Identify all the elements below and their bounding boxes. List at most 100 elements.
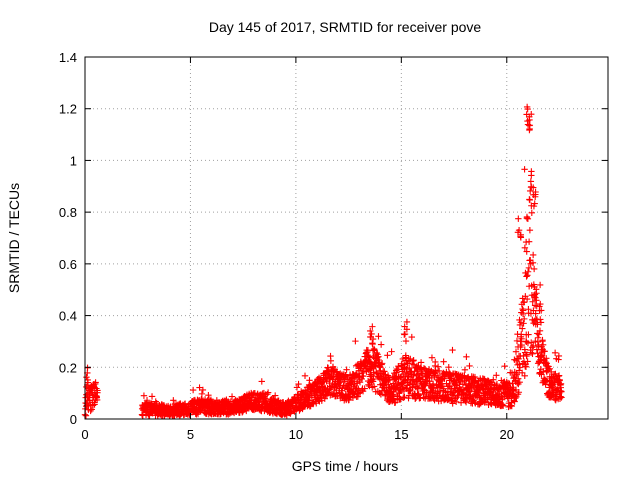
data-point	[395, 362, 402, 370]
data-point	[369, 323, 376, 330]
data-point	[534, 349, 541, 357]
data-point	[370, 375, 377, 383]
data-point	[196, 384, 203, 391]
y-tick-labels: 0 0.2 0.4 0.6 0.8 1 1.2 1.4	[59, 50, 77, 427]
data-point	[524, 272, 531, 279]
data-point	[258, 378, 265, 385]
data-point	[515, 227, 523, 234]
y-tick-label: 0	[70, 412, 77, 427]
data-point	[523, 338, 530, 346]
data-point	[523, 295, 531, 303]
data-point	[529, 251, 537, 259]
x-tick-label: 10	[289, 427, 303, 442]
data-point	[228, 393, 236, 400]
data-point	[524, 215, 532, 223]
data-point	[197, 407, 204, 415]
data-point	[521, 315, 528, 323]
data-point	[83, 373, 90, 381]
data-point	[271, 392, 279, 399]
data-point	[528, 209, 536, 217]
data-point	[437, 397, 445, 405]
data-point	[558, 388, 565, 395]
data-point	[525, 331, 532, 338]
data-point	[301, 372, 309, 380]
data-point	[377, 364, 384, 371]
data-point	[529, 259, 537, 267]
data-point	[445, 363, 452, 371]
data-point	[435, 367, 443, 375]
data-point	[388, 348, 395, 355]
data-point	[533, 290, 540, 297]
data-point	[521, 166, 528, 173]
data-point	[501, 363, 508, 370]
data-point	[516, 378, 523, 386]
chart-title: Day 145 of 2017, SRMTID for receiver pov…	[209, 19, 482, 35]
data-point	[522, 363, 530, 370]
data-point	[399, 383, 407, 391]
data-point	[338, 387, 345, 394]
data-point	[531, 200, 538, 207]
data-point	[199, 386, 207, 394]
y-tick-label: 1	[70, 153, 77, 168]
axis-ticks	[84, 56, 608, 420]
data-point	[528, 110, 535, 118]
data-point	[513, 371, 521, 378]
data-point	[557, 393, 564, 400]
data-point	[529, 350, 536, 358]
data-point	[189, 386, 197, 394]
data-point	[354, 393, 362, 400]
data-point	[523, 352, 530, 360]
data-point	[401, 331, 408, 338]
data-point	[558, 394, 565, 401]
data-point	[523, 248, 530, 255]
data-point	[406, 364, 413, 372]
data-point	[367, 333, 374, 341]
data-point	[534, 321, 541, 328]
x-tick-label: 20	[500, 427, 514, 442]
data-point	[536, 327, 544, 334]
data-point	[525, 238, 533, 245]
data-point	[327, 357, 335, 365]
data-point	[432, 358, 439, 366]
plot-frame	[84, 56, 609, 420]
data-point	[525, 264, 533, 272]
x-tick-label: 0	[81, 427, 88, 442]
data-point	[490, 376, 497, 383]
data-point	[434, 363, 442, 370]
data-point	[355, 390, 363, 397]
data-point	[508, 402, 515, 410]
data-point	[367, 327, 374, 335]
data-point	[361, 385, 368, 392]
data-point	[368, 376, 376, 384]
data-point	[516, 361, 523, 368]
data-point	[87, 407, 94, 415]
data-point	[88, 406, 95, 413]
data-point	[526, 196, 534, 204]
y-tick-label: 0.4	[59, 309, 77, 324]
data-point	[403, 318, 411, 326]
data-point	[295, 380, 302, 388]
data-point	[440, 385, 448, 392]
data-point	[543, 355, 550, 362]
data-point	[366, 354, 374, 361]
data-point	[527, 349, 535, 356]
data-point	[521, 372, 528, 379]
data-point	[93, 396, 101, 404]
data-point	[343, 366, 350, 373]
data-point	[366, 360, 373, 367]
data-point	[306, 377, 313, 384]
data-point	[401, 393, 408, 401]
data-point	[548, 392, 556, 399]
data-point	[537, 319, 545, 326]
y-tick-label: 0.8	[59, 205, 77, 220]
data-point	[370, 383, 378, 390]
data-point	[440, 358, 447, 365]
data-point	[521, 244, 529, 252]
data-point	[148, 393, 156, 400]
data-point	[529, 298, 536, 305]
data-point	[91, 401, 98, 408]
data-point	[534, 334, 542, 341]
data-points	[81, 103, 565, 420]
data-point	[356, 379, 364, 386]
data-point	[515, 215, 522, 222]
